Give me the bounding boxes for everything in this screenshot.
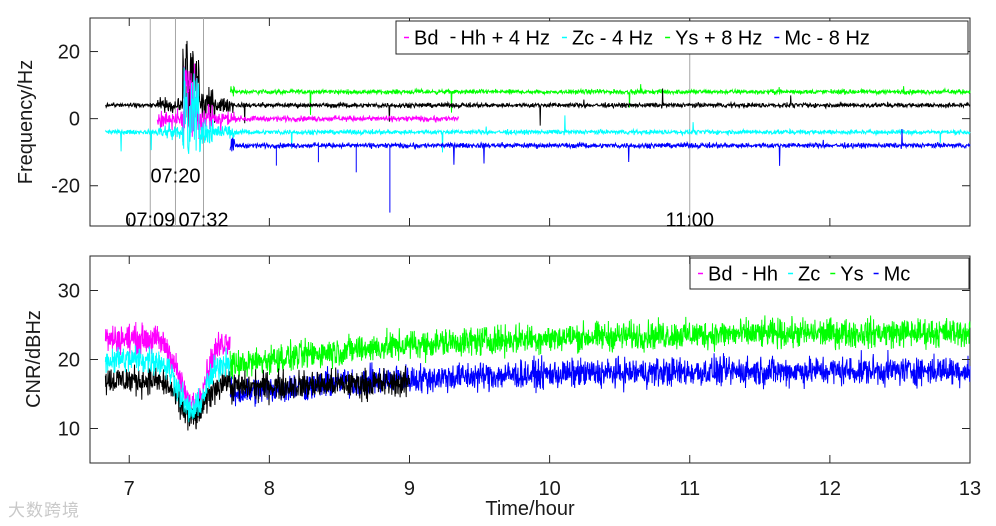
time-annotations: 07:09 07:20 07:32 11:00 xyxy=(125,166,714,232)
series-line-bd xyxy=(104,321,231,416)
xtick-label: 8 xyxy=(264,478,275,500)
series-line-hh xyxy=(104,363,410,431)
legend-label: Hh xyxy=(752,264,778,286)
time-annotation: 07:09 xyxy=(125,209,175,231)
ytick-label: 20 xyxy=(58,350,80,372)
legend-item-hh: Hh xyxy=(742,264,778,286)
legend-label: Ys + 8 Hz xyxy=(675,28,762,50)
legend-box xyxy=(689,257,970,290)
xtick-label: 13 xyxy=(959,478,981,500)
frequency-panel: -20 0 20 07:09 07:20 07:32 11:00 Frequency/Hz… xyxy=(15,17,971,232)
series-line-ys xyxy=(229,84,971,115)
series-line-bd xyxy=(156,63,459,143)
xtick-label: 12 xyxy=(819,478,841,500)
time-xlabel: Time/hour xyxy=(485,498,575,520)
legend-item-hh: Hh + 4 Hz xyxy=(450,28,550,50)
series-line-hh xyxy=(105,40,971,127)
cnr-legend: Bd Hh Zc Ys Mc xyxy=(689,257,970,290)
frequency-series xyxy=(104,40,971,213)
ytick-label: 10 xyxy=(58,419,80,441)
legend-item-mc: Mc xyxy=(873,264,911,286)
xtick-label: 11 xyxy=(679,478,700,500)
cnr-ylabel: CNR/dBHz xyxy=(23,310,45,408)
ytick-label: 30 xyxy=(58,281,80,303)
time-annotation: 11:00 xyxy=(665,209,714,231)
legend-item-bd: Bd xyxy=(698,264,732,286)
time-annotation: 07:20 xyxy=(150,166,200,188)
legend-item-zc: Zc xyxy=(788,264,820,286)
legend-label: Mc - 8 Hz xyxy=(784,28,870,50)
ytick-label: -20 xyxy=(51,176,80,198)
series-line-ys xyxy=(229,315,971,380)
legend-item-mc: Mc - 8 Hz xyxy=(774,28,870,50)
series-line-zc xyxy=(104,67,971,154)
legend-label: Bd xyxy=(414,28,438,50)
legend-label: Zc xyxy=(798,264,820,286)
frequency-ylabel: Frequency/Hz xyxy=(15,60,37,185)
xtick-label: 9 xyxy=(404,478,415,500)
frequency-legend: Bd Hh + 4 Hz Zc - 4 Hz Ys + 8 Hz Mc - 8 Hz xyxy=(395,20,969,55)
cnr-ticks: 10 20 30 7 8 9 10 11 12 13 xyxy=(58,256,981,500)
legend-item-bd: Bd xyxy=(404,28,438,50)
xtick-label: 7 xyxy=(124,478,135,500)
legend-box xyxy=(395,20,969,55)
legend-label: Ys xyxy=(840,264,863,286)
legend-item-ys: Ys + 8 Hz xyxy=(665,28,762,50)
legend-label: Bd xyxy=(708,264,732,286)
legend-label: Mc xyxy=(884,264,911,286)
series-line-mc xyxy=(229,128,971,166)
legend-item-ys: Ys xyxy=(830,264,864,286)
cnr-series xyxy=(104,315,971,431)
cnr-panel: 10 20 30 7 8 9 10 11 12 13 CNR/dBHz Time/hour Bd H… xyxy=(23,255,981,520)
watermark: 大数跨境 xyxy=(8,501,80,521)
ytick-label: 20 xyxy=(58,42,80,64)
ytick-label: 0 xyxy=(69,109,80,131)
series-line-mc xyxy=(229,349,971,407)
series-line-zc xyxy=(104,345,231,423)
legend-label: Zc - 4 Hz xyxy=(572,28,653,50)
legend-label: Hh + 4 Hz xyxy=(460,28,549,50)
legend-item-zc: Zc - 4 Hz xyxy=(561,28,653,50)
xtick-label: 10 xyxy=(538,478,560,500)
time-annotation: 07:32 xyxy=(178,209,228,231)
